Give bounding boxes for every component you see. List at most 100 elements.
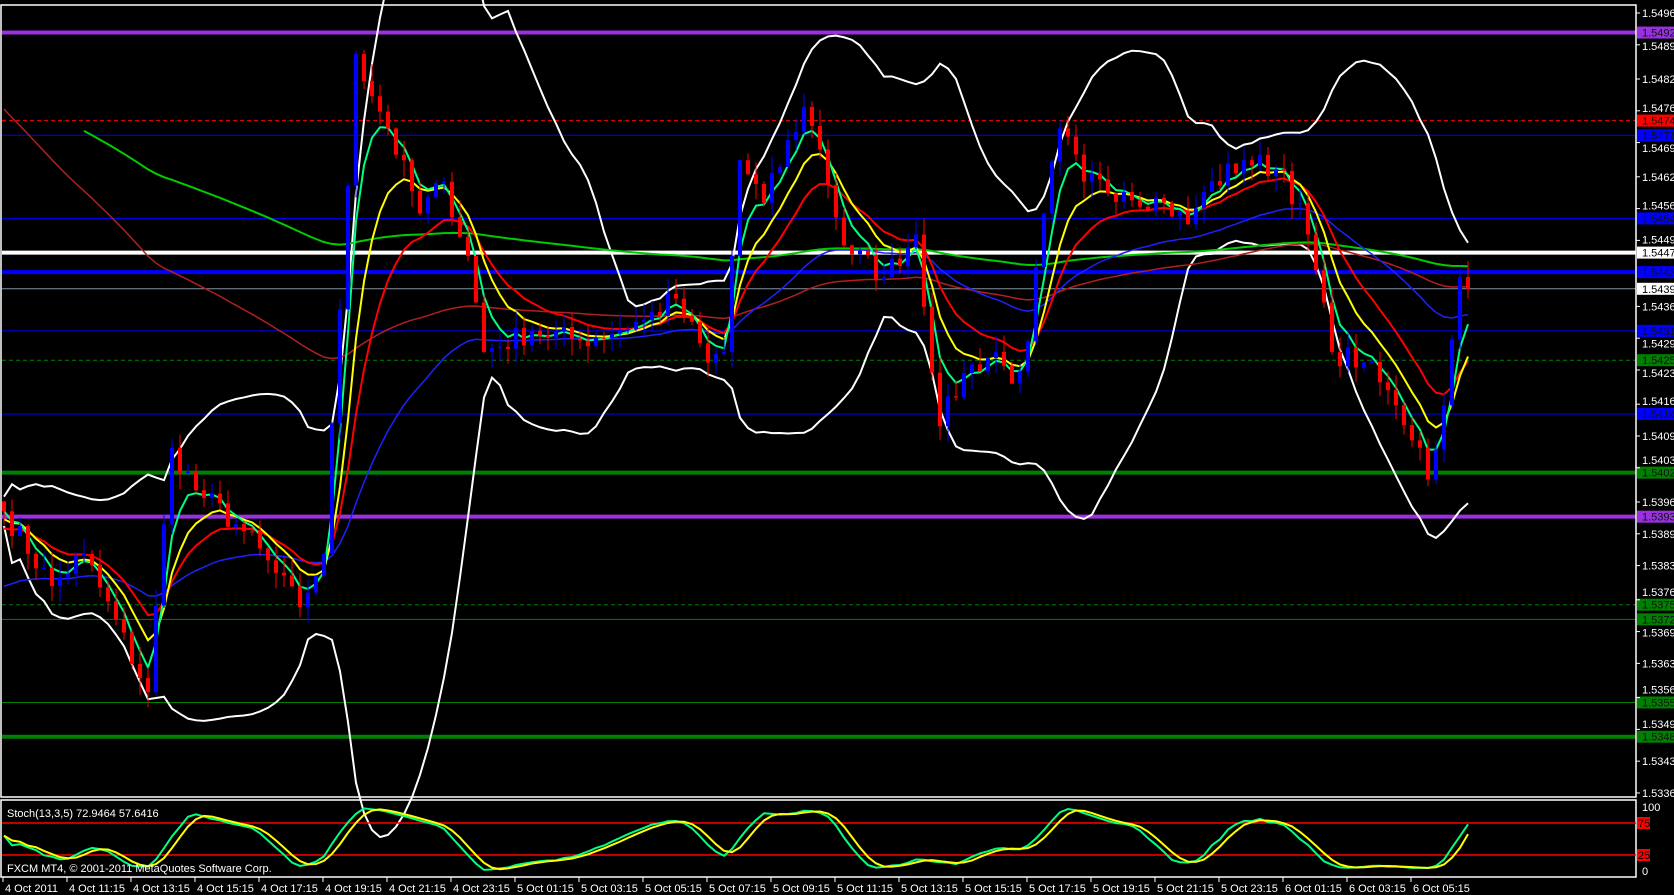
candle-body (346, 185, 350, 310)
candle-body (514, 327, 518, 349)
price-line-label-bg (1637, 730, 1674, 743)
time-tick-label: 5 Oct 17:15 (1029, 883, 1086, 895)
price-tick-label: 1.54960 (1642, 8, 1674, 20)
candle-body (58, 577, 62, 587)
price-tick-label: 1.54030 (1642, 455, 1674, 467)
price-tick-label: 1.54295 (1642, 339, 1674, 351)
time-tick-label: 4 Oct 23:15 (453, 883, 510, 895)
ma-slow-green-line (83, 130, 1469, 268)
candle-body (578, 338, 582, 341)
candle-body (610, 333, 614, 339)
candle-body (858, 250, 862, 255)
candle-body (162, 524, 166, 606)
candle-body (306, 592, 310, 608)
candle-body (1002, 351, 1006, 366)
candle-body (722, 351, 726, 354)
candle-body (914, 234, 918, 248)
candle-body (706, 343, 710, 363)
time-tick-label: 5 Oct 15:15 (965, 883, 1022, 895)
price-line-label: 1.54430 (1642, 267, 1674, 279)
candle-body (802, 106, 806, 133)
candle-body (898, 258, 902, 267)
price-line-label: 1.54710 (1642, 130, 1674, 142)
stoch-indicator-label: Stoch(13,3,5) 72.9464 57.6416 (7, 808, 159, 820)
candle-body (698, 321, 702, 344)
candle-body (1130, 191, 1134, 201)
candle-body (42, 568, 46, 570)
candle-body (1058, 128, 1062, 162)
time-tick-label: 6 Oct 01:15 (1285, 883, 1342, 895)
candle-body (1378, 361, 1382, 383)
candle-body (458, 217, 462, 237)
candle-body (450, 181, 454, 218)
candle-body (50, 568, 54, 587)
current-price-label: 1.54396 (1642, 284, 1674, 296)
price-tick-label: 1.54560 (1642, 201, 1674, 213)
candle-body (266, 548, 270, 561)
time-tick-label: 5 Oct 23:15 (1221, 883, 1278, 895)
candle-body (290, 575, 294, 587)
candle-body (506, 346, 510, 349)
price-line-label-bg (1637, 510, 1674, 523)
candle-body (202, 490, 206, 498)
candle-body (930, 306, 934, 373)
candle-body (1386, 382, 1390, 391)
stoch-level-label-bg (1637, 817, 1650, 829)
price-line-label-bg (1637, 212, 1674, 225)
candle-body (994, 351, 998, 359)
stoch-level-label: 75 (1638, 818, 1650, 830)
bollinger-lower-band (3, 239, 1469, 839)
candle-body (906, 247, 910, 267)
candle-body (1442, 405, 1446, 450)
candle-body (186, 471, 190, 473)
price-line-label-bg (1637, 407, 1674, 420)
price-axis[interactable]: 1.54920 1.54740 1.54710 1.54540 1.54470 1.544… (1636, 8, 1674, 800)
candle-body (98, 564, 102, 588)
candle-body (474, 256, 478, 303)
time-axis[interactable]: 4 Oct 2011 4 Oct 11:15 4 Oct 13:15 4 Oct 15… (2, 877, 1470, 895)
candle-body (394, 128, 398, 155)
time-tick-label: 5 Oct 03:15 (581, 883, 638, 895)
time-tick-label: 4 Oct 19:15 (325, 883, 382, 895)
price-line-label: 1.54470 (1642, 248, 1674, 260)
price-line-label: 1.53930 (1642, 512, 1674, 524)
candle-body (866, 250, 870, 256)
time-tick-label: 5 Oct 05:15 (645, 883, 702, 895)
candle-body (962, 372, 966, 398)
candle-body (1346, 347, 1350, 367)
candle-body (1322, 270, 1326, 303)
stoch-main-line (3, 807, 1469, 871)
stoch-axis-label: 100 (1642, 802, 1660, 814)
candle-body (122, 619, 126, 633)
candle-body (1170, 202, 1174, 217)
candle-body (1402, 405, 1406, 426)
candle-body (130, 632, 134, 664)
candle-body (1114, 193, 1118, 202)
candle-body (754, 174, 758, 184)
price-tick-label: 1.54495 (1642, 234, 1674, 246)
candle-body (1050, 161, 1054, 214)
candle-body (82, 553, 86, 556)
candle-body (66, 574, 70, 578)
time-tick-label: 4 Oct 21:15 (389, 883, 446, 895)
candle-body (434, 183, 438, 198)
candle-body (1314, 234, 1318, 271)
price-line-label: 1.54740 (1642, 116, 1674, 128)
main-panel-border (0, 4, 1637, 798)
candle-body (1466, 277, 1470, 289)
candle-body (1194, 208, 1198, 225)
price-line-label-bg (1637, 466, 1674, 479)
candle-body (546, 335, 550, 338)
candle-body (1274, 169, 1278, 176)
candle-body (946, 396, 950, 427)
candle-body (1162, 197, 1166, 203)
time-tick-label: 6 Oct 03:15 (1349, 883, 1406, 895)
indicator-lines (3, 0, 1469, 839)
candle-body (490, 348, 494, 352)
candle-body (842, 217, 846, 246)
candle-body (714, 353, 718, 363)
price-tick-label: 1.53560 (1642, 685, 1674, 697)
candle-body (330, 423, 334, 554)
candle-body (378, 96, 382, 112)
